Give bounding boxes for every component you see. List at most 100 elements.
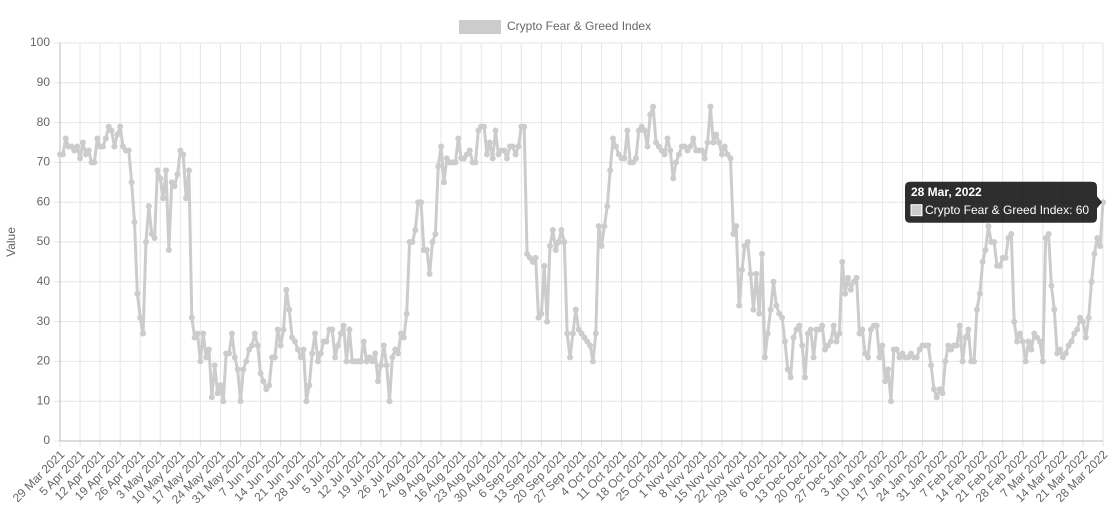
data-point — [300, 346, 307, 353]
data-point — [145, 203, 152, 210]
data-point — [357, 358, 364, 365]
data-point — [438, 143, 445, 150]
data-point — [1036, 338, 1043, 345]
data-point — [971, 358, 978, 365]
data-point — [664, 135, 671, 142]
data-point — [194, 330, 201, 337]
data-point — [174, 171, 181, 178]
data-point — [435, 163, 442, 170]
data-point — [787, 374, 794, 381]
data-point — [386, 398, 393, 405]
data-point — [504, 155, 510, 162]
data-point — [933, 394, 940, 401]
data-point — [426, 270, 433, 277]
data-point — [707, 103, 714, 110]
data-point — [956, 322, 963, 329]
data-point — [698, 147, 705, 154]
data-point — [151, 235, 158, 242]
data-point — [991, 239, 998, 245]
data-point — [641, 127, 648, 134]
data-point — [675, 151, 682, 158]
data-point — [1079, 318, 1086, 325]
data-point — [733, 223, 740, 230]
data-point — [624, 127, 631, 134]
data-point — [111, 143, 118, 150]
tooltip-label: Crypto Fear & Greed Index: 60 — [925, 203, 1089, 217]
data-point — [277, 342, 284, 349]
y-tick-label: 40 — [37, 274, 51, 288]
data-point — [303, 398, 310, 405]
data-point — [1039, 358, 1046, 365]
data-point — [704, 139, 711, 146]
data-point — [759, 250, 766, 257]
data-point — [400, 334, 407, 341]
data-point — [847, 286, 854, 293]
y-tick-label: 30 — [37, 314, 51, 328]
data-point — [1028, 346, 1035, 353]
data-point — [157, 175, 164, 182]
data-point — [466, 147, 473, 154]
data-point — [77, 155, 84, 162]
data-point — [1022, 358, 1029, 365]
data-point — [865, 354, 872, 361]
data-point — [489, 155, 496, 162]
data-point — [784, 366, 791, 373]
data-point — [538, 310, 545, 317]
data-point — [234, 366, 241, 373]
data-point — [248, 342, 255, 349]
data-point — [380, 342, 387, 349]
data-point — [280, 326, 287, 333]
data-point — [237, 398, 244, 405]
data-point — [930, 386, 937, 393]
data-point — [214, 390, 221, 397]
data-point — [306, 382, 313, 389]
data-point — [558, 227, 565, 234]
data-point — [873, 322, 880, 329]
data-point — [492, 127, 499, 134]
data-point — [802, 374, 808, 381]
data-point — [572, 306, 579, 313]
data-point — [91, 159, 98, 166]
tooltip-box — [905, 181, 1102, 223]
data-point — [673, 159, 680, 166]
data-point — [108, 127, 115, 134]
data-point — [753, 270, 760, 277]
data-point — [140, 330, 147, 337]
data-point — [667, 147, 674, 154]
data-point — [632, 155, 639, 162]
data-point — [228, 330, 235, 337]
data-point — [317, 350, 324, 357]
data-point — [440, 179, 447, 186]
data-point — [260, 378, 267, 385]
data-point — [1048, 282, 1055, 289]
data-point — [604, 203, 611, 210]
data-point — [661, 151, 668, 158]
data-point — [1074, 326, 1081, 333]
data-point — [291, 338, 298, 345]
data-point — [893, 346, 900, 353]
data-point — [211, 362, 218, 369]
data-point — [965, 326, 972, 333]
data-point — [718, 151, 725, 158]
y-tick-label: 10 — [37, 393, 51, 407]
data-point — [432, 231, 439, 238]
data-point — [412, 227, 419, 234]
data-point — [409, 239, 416, 245]
data-point — [297, 354, 304, 361]
data-point — [716, 139, 723, 146]
data-point — [372, 350, 379, 357]
data-point — [383, 362, 390, 369]
data-point — [587, 342, 594, 349]
tooltip-title: 28 Mar, 2022 — [911, 185, 982, 199]
data-point — [598, 242, 605, 249]
data-point — [607, 167, 614, 174]
data-point — [134, 290, 141, 297]
data-point — [472, 159, 479, 166]
data-point — [200, 330, 207, 337]
y-tick-label: 20 — [37, 354, 51, 368]
data-point — [131, 219, 138, 226]
data-point — [736, 302, 743, 309]
data-point — [564, 330, 571, 337]
data-point — [996, 262, 1003, 269]
